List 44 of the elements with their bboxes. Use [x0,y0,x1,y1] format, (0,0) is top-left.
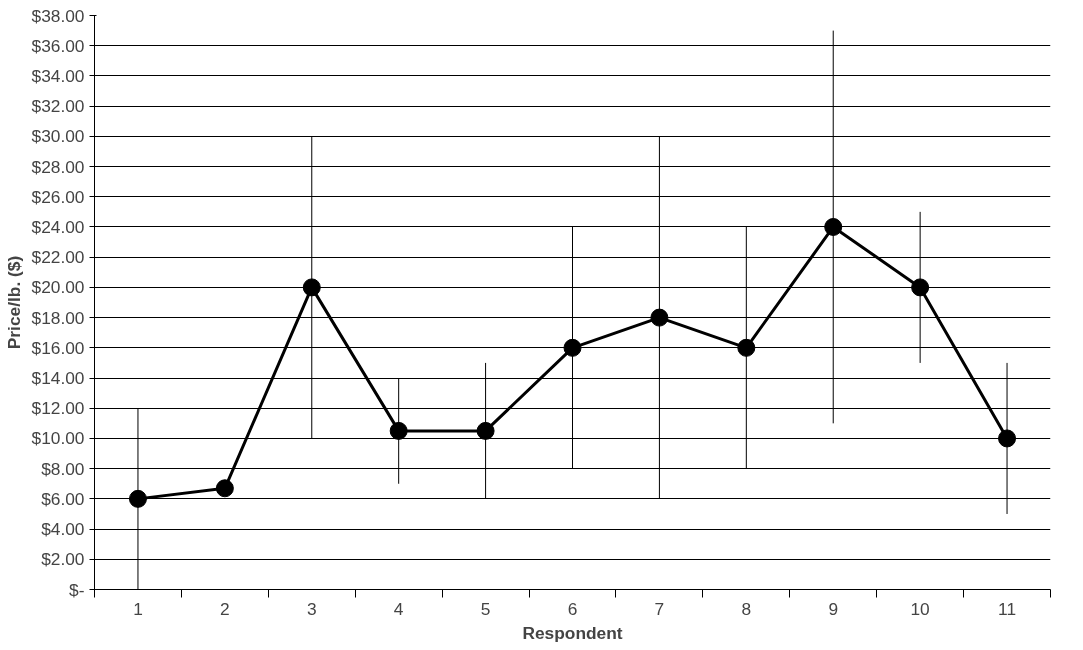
y-tick-label: $36.00 [31,35,85,56]
point [476,421,495,440]
x-tick-label: 3 [306,598,317,619]
point [128,489,147,508]
point [998,429,1017,448]
y-tick-label: $12.00 [31,398,85,419]
y-tick-label: $34.00 [31,65,85,86]
x-tick-label: 2 [220,598,230,619]
point [215,479,234,498]
point [389,421,408,440]
point [563,338,582,357]
x-tick-label: 6 [567,598,578,619]
x-axis-title: Respondent [522,622,623,643]
y-tick-label: $18.00 [31,307,85,328]
x-tick-label: 4 [393,598,404,619]
x-tick-label: 11 [998,598,1017,619]
point [302,278,321,297]
y-tick-label: $28.00 [31,156,85,177]
x-tick-label: 10 [910,598,930,619]
x-tick-label: 5 [480,598,491,619]
y-tick-label: $2.00 [41,549,85,570]
y-tick-label: $22.00 [31,247,85,268]
y-tick-label: $26.00 [31,186,85,207]
y-tick-label: $14.00 [31,368,85,389]
x-tick-label: 9 [828,598,839,619]
y-tick-label: $8.00 [41,458,85,479]
y-tick-label: $6.00 [41,488,85,509]
x-tick-label: 7 [654,598,665,619]
y-tick-label: $20.00 [31,277,85,298]
y-tick-label: $32.00 [31,96,85,117]
x-tick-label: 1 [133,598,143,619]
y-tick-label: $38.00 [31,5,85,26]
point [650,308,669,327]
x-tick-label: 8 [741,598,752,619]
y-axis-title: Price/lb. ($) [3,255,24,350]
y-tick-label: $16.00 [31,337,85,358]
y-tick-label: $4.00 [41,519,85,540]
y-tick-label: $- [69,579,85,600]
y-tick-label: $30.00 [31,126,85,147]
y-tick-label: $24.00 [31,216,85,237]
point [737,338,756,357]
point [824,217,843,236]
y-tick-label: $10.00 [31,428,85,449]
point [911,278,930,297]
